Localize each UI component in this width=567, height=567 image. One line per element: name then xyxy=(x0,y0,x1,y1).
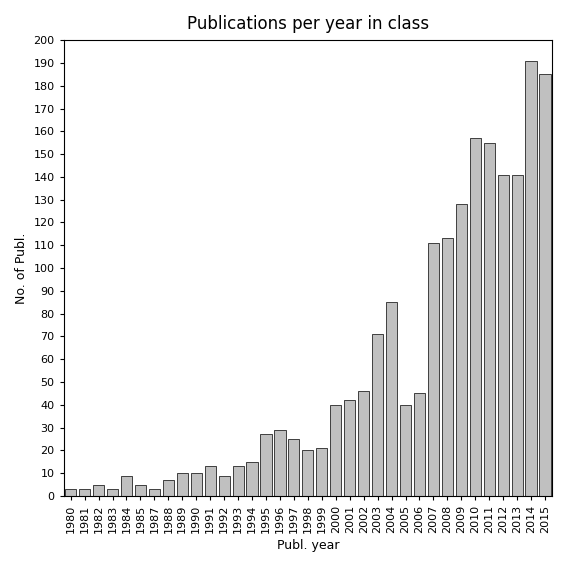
Bar xyxy=(498,175,509,496)
Bar xyxy=(428,243,439,496)
Bar xyxy=(247,462,257,496)
Bar xyxy=(289,439,299,496)
Bar xyxy=(205,467,216,496)
Bar xyxy=(65,489,77,496)
Bar xyxy=(372,334,383,496)
Bar xyxy=(191,473,202,496)
Bar xyxy=(260,434,272,496)
Bar xyxy=(469,138,481,496)
Bar xyxy=(344,400,356,496)
Bar xyxy=(456,204,467,496)
Bar xyxy=(177,473,188,496)
Bar xyxy=(414,393,425,496)
Bar xyxy=(330,405,341,496)
Bar xyxy=(358,391,369,496)
Bar xyxy=(93,485,104,496)
Bar xyxy=(218,476,230,496)
Bar xyxy=(274,430,286,496)
Y-axis label: No. of Publ.: No. of Publ. xyxy=(15,232,28,304)
Bar xyxy=(149,489,160,496)
Bar xyxy=(539,74,551,496)
Bar xyxy=(400,405,411,496)
Bar xyxy=(107,489,118,496)
Bar xyxy=(121,476,132,496)
Bar xyxy=(163,480,174,496)
Bar xyxy=(135,485,146,496)
Title: Publications per year in class: Publications per year in class xyxy=(187,15,429,33)
Bar xyxy=(316,448,327,496)
Bar xyxy=(386,302,397,496)
Bar xyxy=(511,175,523,496)
X-axis label: Publ. year: Publ. year xyxy=(277,539,339,552)
Bar xyxy=(442,239,453,496)
Bar xyxy=(79,489,90,496)
Bar xyxy=(484,143,495,496)
Bar xyxy=(232,467,244,496)
Bar xyxy=(302,450,314,496)
Bar xyxy=(526,61,536,496)
